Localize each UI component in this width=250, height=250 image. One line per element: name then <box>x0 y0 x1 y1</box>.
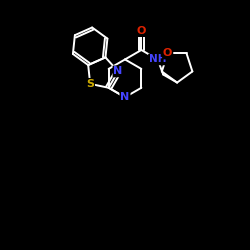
Text: O: O <box>137 26 146 36</box>
Text: S: S <box>86 79 94 89</box>
Text: N: N <box>120 92 130 102</box>
Text: N: N <box>114 66 123 76</box>
Text: O: O <box>163 48 172 58</box>
Text: NH: NH <box>149 54 166 64</box>
